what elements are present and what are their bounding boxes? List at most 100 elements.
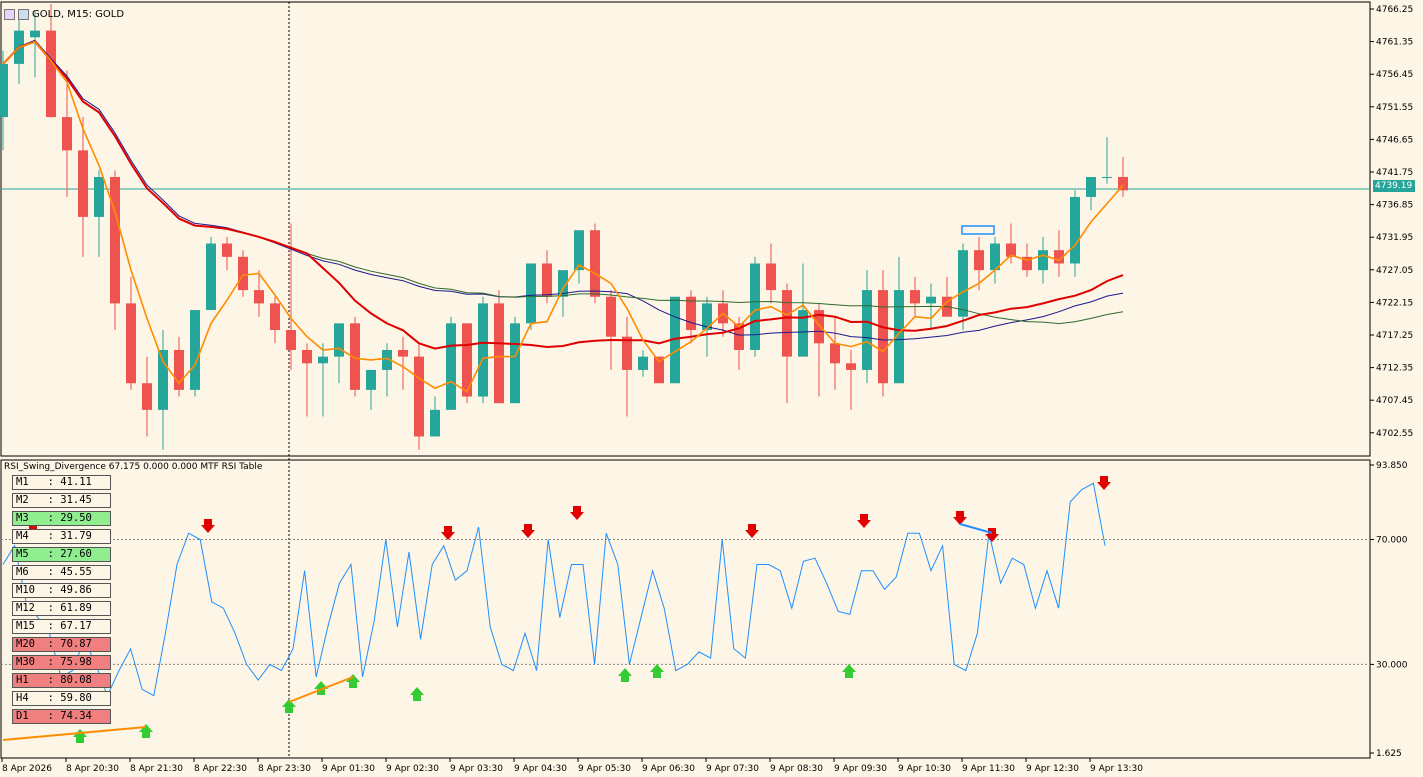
rsi-axis-label: 70.000 [1376,535,1408,545]
candle-body[interactable] [1086,176,1096,197]
candle-body[interactable] [126,303,136,384]
candle-body[interactable] [1070,196,1080,264]
candle-body[interactable] [46,30,56,118]
candle-body[interactable] [926,296,936,304]
time-axis-label: 9 Apr 10:30 [898,764,951,774]
candle-body[interactable] [254,290,264,304]
candle-body[interactable] [142,383,152,410]
candle-body[interactable] [782,290,792,357]
rsi-table-row: M30 : 75.98 [12,655,111,670]
time-axis-label: 9 Apr 07:30 [706,764,759,774]
candle-body[interactable] [1022,256,1032,271]
time-axis-label: 9 Apr 01:30 [322,764,375,774]
up-arrow-icon [139,724,153,738]
candle-body[interactable] [1118,176,1128,191]
candle-body[interactable] [862,290,872,370]
candle-body[interactable] [558,270,568,297]
candle-body[interactable] [830,343,840,364]
candle-body[interactable] [638,356,648,370]
time-axis-label: 8 Apr 20:30 [66,764,119,774]
candle-body[interactable] [0,63,8,118]
candle-body[interactable] [366,369,376,390]
rsi-table-row: D1 : 74.34 [12,709,111,724]
candle-body[interactable] [910,290,920,304]
candle-body[interactable] [350,323,360,390]
down-arrow-icon [441,526,455,540]
price-axis-label: 4741.75 [1376,168,1413,178]
main-plot-frame [0,1,1371,457]
candle-body[interactable] [1006,243,1016,257]
candle-body[interactable] [990,243,1000,271]
candle-body[interactable] [238,256,248,291]
down-arrow-icon [857,514,871,528]
candle-body[interactable] [1038,250,1048,271]
candle-body[interactable] [78,150,88,217]
candle-body[interactable] [430,409,440,437]
up-arrow-icon [282,699,296,713]
ma-fast-line [2,40,1124,393]
candle-body[interactable] [414,356,424,437]
candle-body[interactable] [878,290,888,384]
candle-body[interactable] [174,349,184,390]
candle-body[interactable] [734,323,744,350]
time-axis-label: 9 Apr 03:30 [450,764,503,774]
candle-body[interactable] [318,356,328,364]
time-axis-label: 8 Apr 2026 [2,764,52,774]
mtf-rsi-table: M1 : 41.11 M2 : 31.45 M3 : 29.50 M4 : 31.79… [12,475,111,727]
candle-body[interactable] [958,250,968,317]
rsi-table-row: M2 : 31.45 [12,493,111,508]
candle-body[interactable] [654,356,664,384]
time-axis-label: 9 Apr 12:30 [1026,764,1079,774]
candle-body[interactable] [478,303,488,397]
rsi-table-row: M6 : 45.55 [12,565,111,580]
candle-body[interactable] [686,296,696,331]
candle-body[interactable] [382,349,392,370]
candle-body[interactable] [190,310,200,390]
ma-slow-line [2,40,1124,350]
candle-body[interactable] [158,349,168,410]
candle-body[interactable] [846,363,856,370]
candle-body[interactable] [622,336,632,370]
candle-body[interactable] [462,323,472,397]
candle-body[interactable] [446,323,456,410]
candle-body[interactable] [286,330,296,350]
candle-body[interactable] [702,303,712,331]
candle-body[interactable] [62,117,72,151]
indicator-title: RSI_Swing_Divergence 67.175 0.000 0.000 … [4,462,263,472]
rsi-table-row: M1 : 41.11 [12,475,111,490]
candle-body[interactable] [510,323,520,404]
candle-body[interactable] [302,349,312,364]
candle-body[interactable] [334,323,344,357]
candle-body[interactable] [894,290,904,384]
candle-body[interactable] [1102,176,1112,178]
candle-body[interactable] [30,30,40,38]
candle-body[interactable] [206,243,216,311]
candle-body[interactable] [222,243,232,257]
candle-body[interactable] [670,296,680,384]
divergence-highlight-box [961,225,995,235]
candle-body[interactable] [270,303,280,331]
candle-body[interactable] [94,176,104,217]
candle-body[interactable] [750,263,760,350]
candle-body[interactable] [798,310,808,357]
price-axis-label: 4751.55 [1376,103,1413,113]
candle-body[interactable] [110,176,120,304]
candle-body[interactable] [574,230,584,271]
candle-body[interactable] [526,263,536,324]
candle-body[interactable] [494,303,504,404]
candle-body[interactable] [606,296,616,337]
chart-window-icon[interactable] [4,8,15,20]
chart-properties-icon[interactable] [18,8,29,20]
candle-body[interactable] [542,263,552,297]
time-axis-label: 8 Apr 21:30 [130,764,183,774]
time-axis-label: 9 Apr 06:30 [642,764,695,774]
candle-body[interactable] [590,230,600,297]
candle-body[interactable] [974,250,984,271]
candle-body[interactable] [814,310,824,344]
price-axis-label: 4707.45 [1376,396,1413,406]
candle-body[interactable] [1054,250,1064,264]
candle-body[interactable] [398,349,408,357]
price-axis-label: 4761.35 [1376,38,1413,48]
candle-body[interactable] [766,263,776,291]
